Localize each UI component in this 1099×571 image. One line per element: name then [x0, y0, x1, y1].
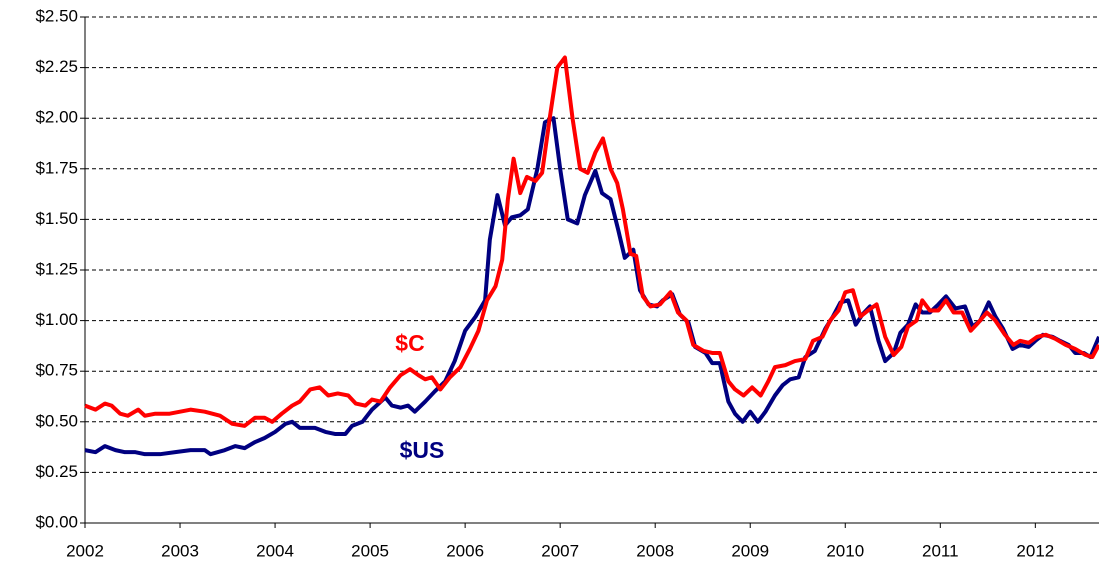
y-tick-label: $2.50 — [35, 6, 78, 25]
x-tick-label: 2003 — [161, 541, 199, 560]
x-tick-label: 2007 — [541, 541, 579, 560]
y-tick-label: $1.00 — [35, 310, 78, 329]
x-tick-label: 2006 — [446, 541, 484, 560]
x-tick-label: 2002 — [66, 541, 104, 560]
x-tick-label: 2005 — [351, 541, 389, 560]
y-tick-label: $2.00 — [35, 108, 78, 127]
y-tick-label: $1.25 — [35, 259, 78, 278]
y-tick-label: $0.50 — [35, 411, 78, 430]
x-tick-label: 2010 — [826, 541, 864, 560]
series-label: $US — [400, 437, 445, 463]
x-tick-label: 2004 — [256, 541, 294, 560]
line-series — [84, 55, 1099, 428]
y-tick-label: $1.75 — [35, 158, 78, 177]
x-tick-label: 2011 — [922, 541, 959, 560]
x-tick-label: 2012 — [1016, 541, 1054, 560]
y-tick-label: $0.00 — [35, 512, 78, 531]
y-tick-label: $2.25 — [35, 57, 78, 76]
y-tick-label: $0.25 — [35, 462, 78, 481]
x-tick-label: 2009 — [731, 541, 769, 560]
series-label: $C — [395, 330, 424, 356]
y-tick-label: $1.50 — [35, 209, 78, 228]
x-tick-label: 2008 — [636, 541, 674, 560]
y-tick-label: $0.75 — [35, 361, 78, 380]
